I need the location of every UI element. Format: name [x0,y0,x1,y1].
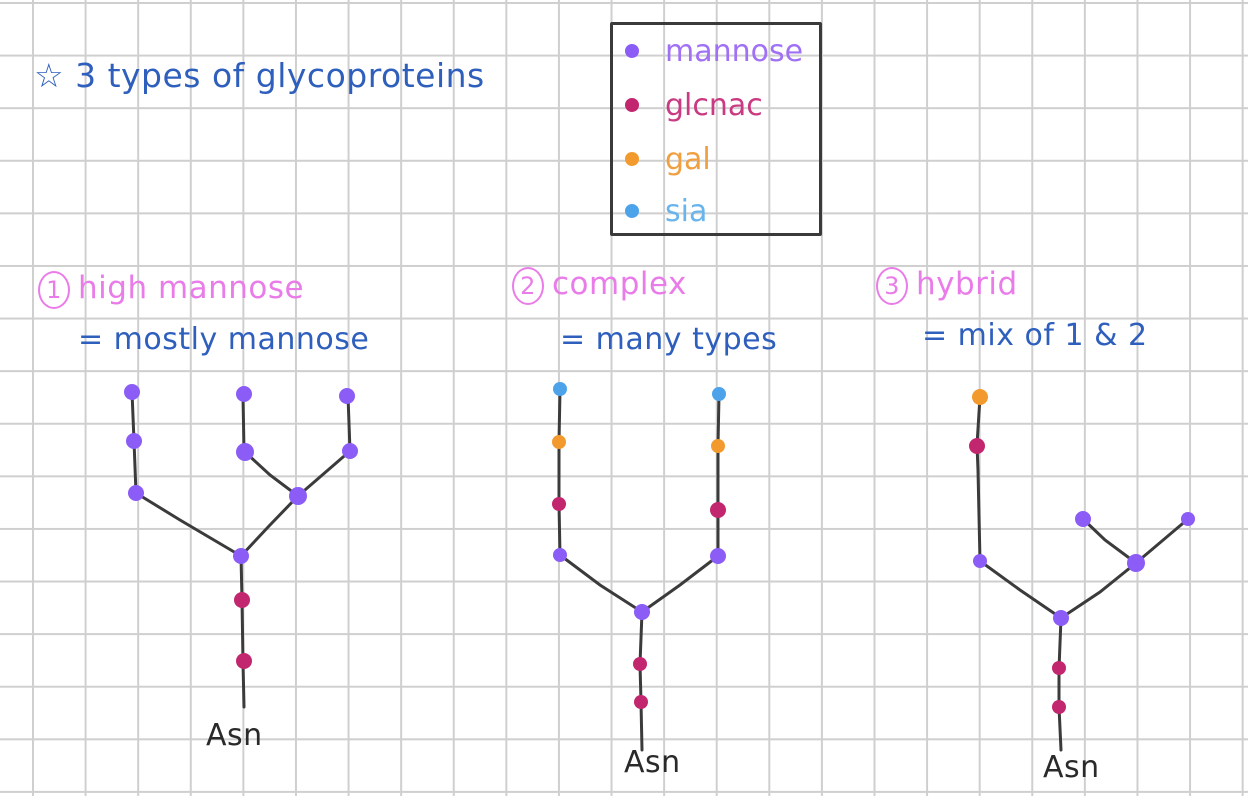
legend-label-sia: sia [665,193,708,229]
legend-label-mannose: mannose [665,33,804,69]
page-title-text: 3 types of glycoproteins [75,56,485,95]
star-icon: ☆ [34,56,65,95]
number-badge-2: 2 [512,266,544,305]
glcnac-node [969,438,985,454]
section-1-subtitle: = mostly mannose [78,322,370,357]
glcnac-node [633,657,647,671]
section-3-title: 3 hybrid [876,266,1018,305]
section-2-title-text: complex [552,266,687,302]
mannose-node [1053,610,1069,626]
mannose-node [128,485,144,501]
gal-node [972,389,988,405]
glcnac-node [1052,700,1066,714]
gal-node [711,439,725,453]
legend-label-gal: gal [665,141,711,177]
bonds [130,388,1190,752]
mannose-node [342,443,358,459]
glcnac-node [1052,661,1066,675]
tree-1-asn-label: Asn [206,718,263,753]
section-2-subtitle: = many types [560,322,778,357]
mannose-node [1127,554,1145,572]
tree-1-nodes [124,384,358,669]
mannose-node [634,604,650,620]
tree-3-asn-label: Asn [1043,750,1100,785]
section-3-subtitle: = mix of 1 & 2 [922,318,1148,353]
legend-box: mannose glcnac gal sia [610,22,822,236]
gal-node [552,435,566,449]
mannose-node [1075,511,1091,527]
glcnac-node [552,497,566,511]
section-2-title: 2 complex [512,266,687,305]
legend-item-glcnac: glcnac [625,85,763,125]
section-1-title: 1 high mannose [38,270,304,309]
tree-2-asn-label: Asn [624,745,681,780]
mannose-node [236,443,254,461]
mannose-node [553,548,567,562]
glcnac-node [710,502,726,518]
tree-3-nodes [969,389,1195,714]
mannose-node [339,388,355,404]
gal-dot-icon [625,152,639,166]
section-3-title-text: hybrid [916,266,1018,302]
mannose-node [289,487,307,505]
mannose-node [233,548,249,564]
glcnac-node [234,592,250,608]
mannose-dot-icon [625,44,639,58]
legend-item-gal: gal [625,139,711,179]
legend-item-sia: sia [625,191,707,231]
mannose-node [124,384,140,400]
mannose-node [1181,512,1195,526]
sia-node [712,387,726,401]
number-badge-1: 1 [38,270,70,309]
mannose-node [973,554,987,568]
legend-label-glcnac: glcnac [665,87,763,123]
sia-dot-icon [625,204,639,218]
glcnac-node [634,695,648,709]
number-badge-3: 3 [876,266,908,305]
mannose-node [126,433,142,449]
glcnac-node [236,653,252,669]
legend-item-mannose: mannose [625,31,803,71]
mannose-node [710,548,726,564]
tree-2-nodes [552,382,726,709]
sia-node [553,382,567,396]
mannose-node [236,386,252,402]
glcnac-dot-icon [625,98,639,112]
page-title: ☆ 3 types of glycoproteins [34,56,485,95]
section-1-title-text: high mannose [78,270,305,306]
